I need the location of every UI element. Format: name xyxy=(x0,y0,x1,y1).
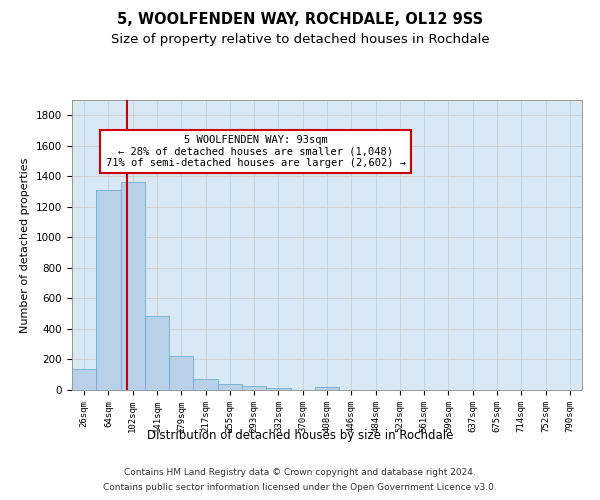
Text: Contains HM Land Registry data © Crown copyright and database right 2024.: Contains HM Land Registry data © Crown c… xyxy=(124,468,476,477)
Text: Contains public sector information licensed under the Open Government Licence v3: Contains public sector information licen… xyxy=(103,483,497,492)
Bar xyxy=(169,356,193,390)
Text: Size of property relative to detached houses in Rochdale: Size of property relative to detached ho… xyxy=(110,32,490,46)
Text: 5 WOOLFENDEN WAY: 93sqm
← 28% of detached houses are smaller (1,048)
71% of semi: 5 WOOLFENDEN WAY: 93sqm ← 28% of detache… xyxy=(106,135,406,168)
Bar xyxy=(315,388,339,390)
Bar xyxy=(145,316,169,390)
Bar xyxy=(218,384,242,390)
Bar xyxy=(121,182,145,390)
Text: Distribution of detached houses by size in Rochdale: Distribution of detached houses by size … xyxy=(147,428,453,442)
Bar xyxy=(266,388,290,390)
Bar xyxy=(242,386,266,390)
Text: 5, WOOLFENDEN WAY, ROCHDALE, OL12 9SS: 5, WOOLFENDEN WAY, ROCHDALE, OL12 9SS xyxy=(117,12,483,28)
Bar xyxy=(96,190,121,390)
Bar xyxy=(193,378,218,390)
Y-axis label: Number of detached properties: Number of detached properties xyxy=(20,158,31,332)
Bar xyxy=(72,370,96,390)
